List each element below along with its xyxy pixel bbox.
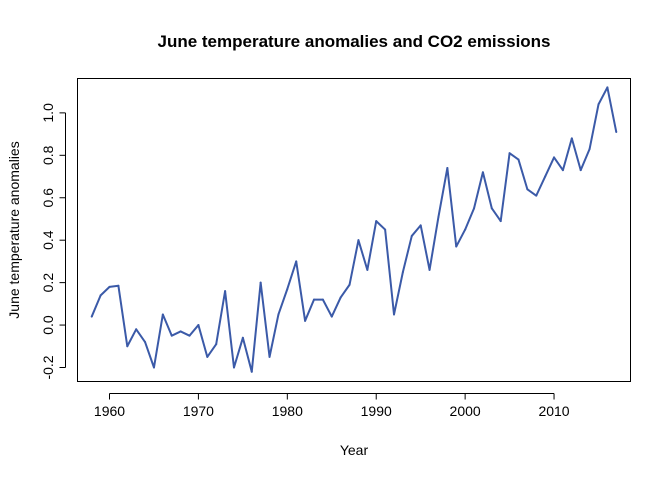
data-point-2001 — [473, 207, 476, 210]
data-point-1963 — [135, 328, 138, 331]
data-point-2005 — [508, 152, 511, 155]
data-point-1959 — [99, 294, 102, 297]
data-point-1971 — [206, 355, 209, 358]
data-point-1985 — [330, 315, 333, 318]
data-point-1978 — [268, 355, 271, 358]
x-tick-label: 1960 — [94, 403, 125, 419]
data-point-2017 — [615, 130, 618, 133]
y-tick-label: 0.8 — [40, 145, 56, 165]
data-point-2009 — [544, 175, 547, 178]
data-point-1990 — [375, 220, 378, 223]
data-point-1970 — [197, 324, 200, 327]
data-point-1996 — [428, 268, 431, 271]
x-tick-label: 1980 — [272, 403, 303, 419]
data-point-1974 — [232, 366, 235, 369]
data-point-1995 — [419, 224, 422, 227]
data-point-1969 — [188, 334, 191, 337]
data-point-1972 — [215, 343, 218, 346]
y-tick-label: -0.2 — [40, 355, 56, 379]
x-tick-label: 1970 — [183, 403, 214, 419]
data-points — [90, 86, 618, 373]
data-point-1965 — [152, 366, 155, 369]
y-axis: -0.2 0.0 0.2 0.4 0.6 0.8 1.0 — [40, 103, 66, 380]
data-point-1982 — [304, 319, 307, 322]
data-point-2007 — [526, 188, 529, 191]
data-point-1967 — [170, 334, 173, 337]
data-point-1961 — [117, 284, 120, 287]
data-point-1999 — [455, 245, 458, 248]
x-axis-label: Year — [340, 442, 369, 458]
data-point-1958 — [90, 315, 93, 318]
data-point-1988 — [357, 239, 360, 242]
y-axis-label: June temperature anomalies — [6, 141, 22, 318]
data-point-2012 — [570, 137, 573, 140]
data-point-1980 — [286, 287, 289, 290]
data-point-2000 — [464, 228, 467, 231]
y-tick-label: 0.6 — [40, 188, 56, 208]
chart-title: June temperature anomalies and CO2 emiss… — [157, 32, 550, 51]
data-point-2011 — [561, 169, 564, 172]
plot-area — [77, 78, 631, 382]
data-point-1960 — [108, 285, 111, 288]
data-point-1975 — [241, 336, 244, 339]
data-point-1992 — [393, 313, 396, 316]
data-point-1983 — [312, 298, 315, 301]
y-tick-label: 0.4 — [40, 230, 56, 250]
data-point-1981 — [295, 260, 298, 263]
data-point-1993 — [401, 271, 404, 274]
data-point-1962 — [126, 345, 129, 348]
data-point-1984 — [321, 298, 324, 301]
data-point-2008 — [535, 194, 538, 197]
data-point-1973 — [224, 290, 227, 293]
x-tick-label: 1990 — [361, 403, 392, 419]
data-point-2015 — [597, 103, 600, 106]
data-point-1991 — [384, 228, 387, 231]
data-point-2006 — [517, 158, 520, 161]
y-tick-label: 0.0 — [40, 315, 56, 335]
data-point-1986 — [339, 296, 342, 299]
x-tick-label: 2010 — [538, 403, 569, 419]
data-point-1977 — [259, 281, 262, 284]
data-point-2010 — [553, 156, 556, 159]
y-tick-label: 0.2 — [40, 273, 56, 293]
data-point-1979 — [277, 313, 280, 316]
x-axis: 1960 1970 1980 1990 2000 2010 — [94, 393, 570, 419]
data-point-1968 — [179, 330, 182, 333]
data-point-2002 — [481, 171, 484, 174]
data-point-1998 — [446, 167, 449, 170]
data-point-1997 — [437, 215, 440, 218]
data-point-1976 — [250, 370, 253, 373]
y-tick-label: 1.0 — [40, 103, 56, 123]
data-point-2013 — [579, 169, 582, 172]
data-point-2014 — [588, 147, 591, 150]
data-point-2016 — [606, 86, 609, 89]
data-point-1966 — [161, 313, 164, 316]
data-point-1989 — [366, 268, 369, 271]
data-point-1994 — [410, 234, 413, 237]
x-tick-label: 2000 — [450, 403, 481, 419]
data-point-1987 — [348, 283, 351, 286]
data-point-2003 — [490, 207, 493, 210]
data-point-1964 — [144, 341, 147, 344]
series-line-june-temperature-anomalies — [90, 86, 618, 373]
data-point-2004 — [499, 220, 502, 223]
